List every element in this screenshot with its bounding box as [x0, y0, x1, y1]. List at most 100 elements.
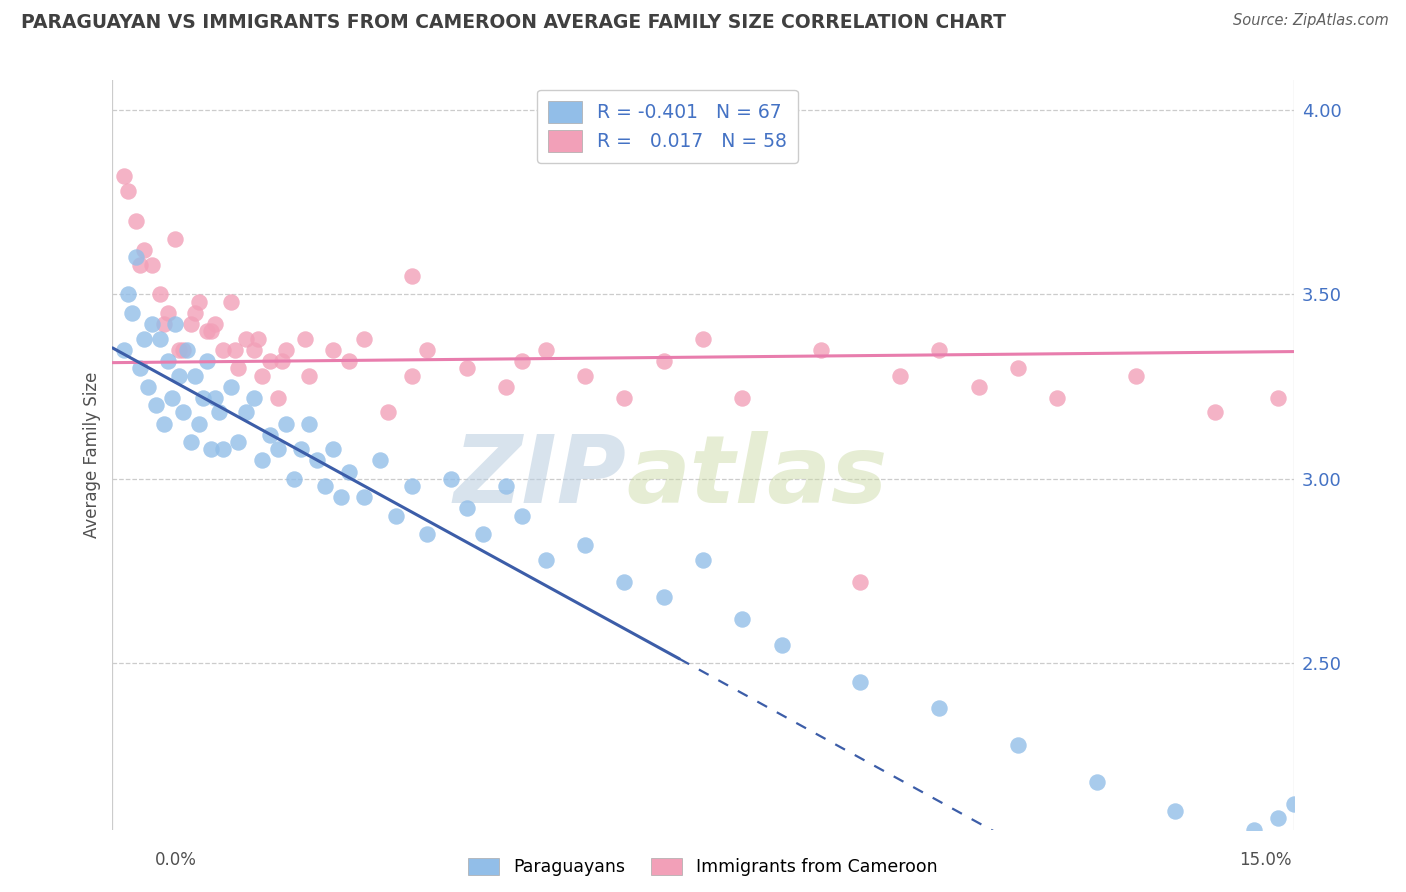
Point — [613, 391, 636, 405]
Point — [136, 379, 159, 393]
Point — [208, 405, 231, 419]
Point — [1267, 812, 1289, 826]
Point — [456, 361, 478, 376]
Y-axis label: Average Family Size: Average Family Size — [83, 372, 101, 538]
Point — [172, 405, 194, 419]
Point — [534, 343, 557, 357]
Point — [200, 442, 222, 457]
Point — [1267, 391, 1289, 405]
Point — [211, 343, 233, 357]
Point — [1007, 361, 1029, 376]
Point — [967, 379, 990, 393]
Point — [129, 258, 152, 272]
Point — [692, 332, 714, 346]
Point — [401, 268, 423, 283]
Point — [152, 317, 174, 331]
Point — [534, 553, 557, 567]
Point — [471, 527, 494, 541]
Point — [495, 379, 517, 393]
Point — [770, 638, 793, 652]
Point — [298, 368, 321, 383]
Point — [849, 674, 872, 689]
Point — [188, 417, 211, 431]
Point — [200, 324, 222, 338]
Point — [337, 465, 360, 479]
Point — [1007, 738, 1029, 752]
Point — [1125, 368, 1147, 383]
Point — [401, 479, 423, 493]
Point — [692, 553, 714, 567]
Point — [274, 417, 297, 431]
Point — [228, 435, 250, 450]
Point — [283, 472, 305, 486]
Point — [112, 169, 135, 184]
Point — [270, 353, 292, 368]
Point — [928, 343, 950, 357]
Point — [152, 417, 174, 431]
Point — [219, 379, 242, 393]
Point — [290, 442, 312, 457]
Point — [169, 368, 191, 383]
Point — [195, 324, 218, 338]
Point — [228, 361, 250, 376]
Point — [322, 442, 344, 457]
Point — [574, 538, 596, 552]
Point — [211, 442, 233, 457]
Point — [416, 343, 439, 357]
Point — [440, 472, 463, 486]
Point — [652, 353, 675, 368]
Point — [224, 343, 246, 357]
Point — [169, 343, 191, 357]
Point — [117, 287, 139, 301]
Point — [156, 306, 179, 320]
Point — [329, 491, 352, 505]
Point — [314, 479, 336, 493]
Point — [510, 353, 533, 368]
Point — [298, 417, 321, 431]
Point — [132, 332, 155, 346]
Point — [849, 575, 872, 590]
Point — [652, 590, 675, 604]
Text: atlas: atlas — [626, 432, 887, 524]
Point — [613, 575, 636, 590]
Point — [180, 435, 202, 450]
Point — [156, 353, 179, 368]
Point — [149, 332, 172, 346]
Point — [165, 317, 187, 331]
Point — [117, 184, 139, 198]
Point — [141, 258, 163, 272]
Point — [1243, 822, 1265, 837]
Point — [385, 508, 408, 523]
Point — [243, 391, 266, 405]
Point — [731, 391, 754, 405]
Point — [125, 251, 148, 265]
Point — [1204, 405, 1226, 419]
Point — [141, 317, 163, 331]
Point — [267, 442, 290, 457]
Point — [456, 501, 478, 516]
Point — [259, 353, 281, 368]
Point — [1046, 391, 1069, 405]
Point — [184, 306, 207, 320]
Point — [1282, 797, 1305, 811]
Point — [574, 368, 596, 383]
Point — [247, 332, 270, 346]
Point — [1164, 804, 1187, 818]
Point — [250, 453, 273, 467]
Point — [180, 317, 202, 331]
Point — [307, 453, 329, 467]
Point — [416, 527, 439, 541]
Point — [219, 294, 242, 309]
Point — [377, 405, 399, 419]
Point — [195, 353, 218, 368]
Point — [188, 294, 211, 309]
Point — [368, 453, 391, 467]
Point — [160, 391, 183, 405]
Point — [112, 343, 135, 357]
Point — [810, 343, 832, 357]
Point — [145, 398, 167, 412]
Point — [129, 361, 152, 376]
Text: 0.0%: 0.0% — [155, 851, 197, 869]
Point — [495, 479, 517, 493]
Point — [1085, 774, 1108, 789]
